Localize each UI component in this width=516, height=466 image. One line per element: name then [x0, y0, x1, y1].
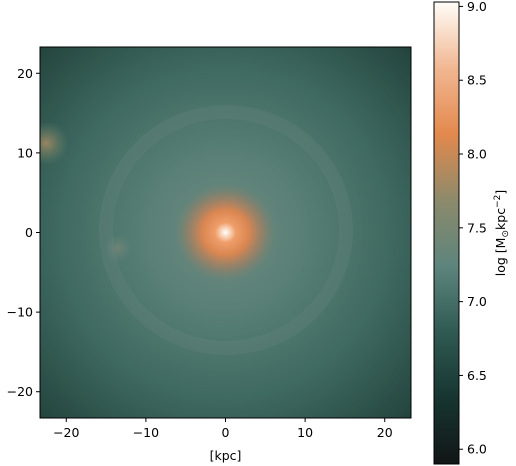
colorbar-tick-label: 8.0 [467, 147, 487, 162]
y-tick-label: 0 [25, 225, 33, 240]
y-tick-label: −20 [7, 384, 33, 399]
colorbar-frame [433, 1, 460, 465]
colorbar-tick-label: 6.0 [467, 442, 487, 457]
satellite-blob [40, 121, 69, 166]
colorbar-tick-label: 8.5 [467, 73, 487, 88]
colorbar-tick-label: 7.5 [467, 220, 487, 235]
colorbar-axis: 6.0 6.5 7.0 7.5 8.0 8.5 9.0 [459, 0, 487, 457]
colorbar-tick-label: 6.5 [467, 368, 487, 383]
satellite-blob [104, 234, 133, 263]
x-tick-label: −10 [133, 425, 159, 440]
y-tick-label: 10 [17, 145, 33, 160]
x-tick-label: 10 [297, 425, 313, 440]
x-axis-title: [kpc] [210, 448, 242, 463]
x-tick-label: 0 [222, 425, 230, 440]
density-map [40, 47, 411, 418]
x-tick-label: 20 [377, 425, 393, 440]
colorbar-label: log [M⊙kpc−2] [493, 190, 511, 276]
x-tick-label: −20 [53, 425, 79, 440]
y-tick-label: −10 [7, 305, 33, 320]
colorbar [434, 2, 459, 464]
y-axis: −20 −10 0 10 20 [7, 66, 40, 399]
y-tick-label: 20 [17, 66, 33, 81]
central-core [173, 182, 278, 283]
colorbar-tick-label: 9.0 [467, 0, 487, 14]
x-axis: −20 −10 0 10 20 [53, 418, 393, 440]
halo-shell [99, 105, 353, 355]
colorbar-tick-label: 7.0 [467, 294, 487, 309]
